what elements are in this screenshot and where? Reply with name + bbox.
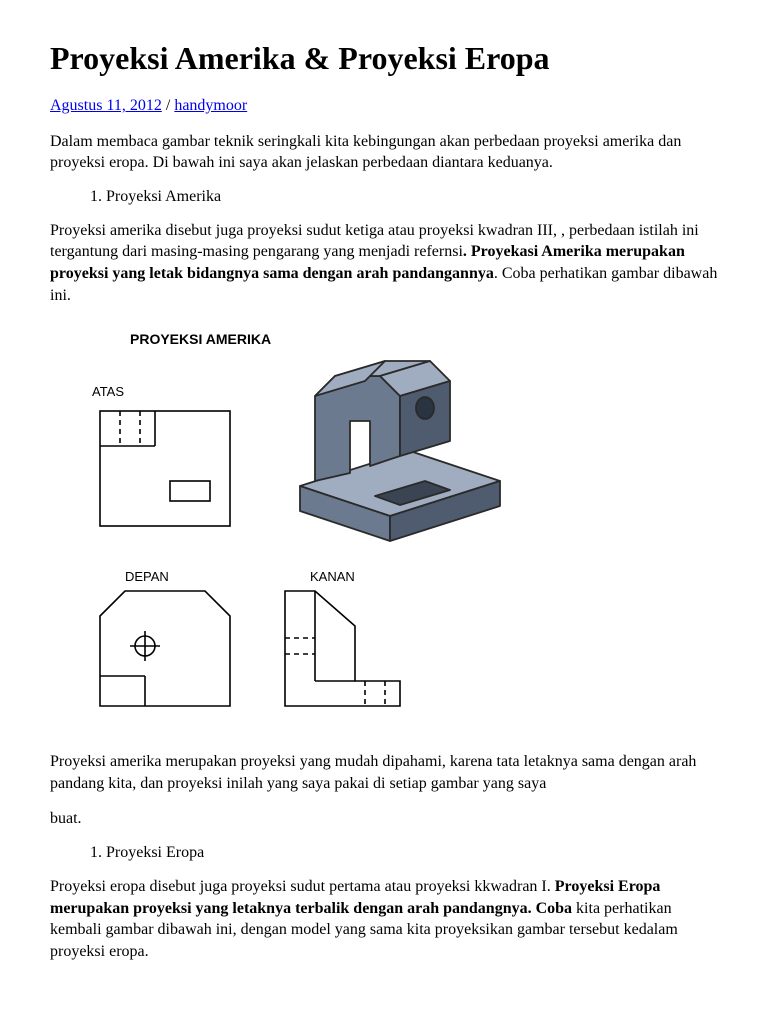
projection-diagram: PROYEKSI AMERIKA ATAS: [70, 326, 718, 731]
label-kanan: KANAN: [310, 569, 355, 584]
label-atas: ATAS: [92, 384, 124, 399]
isometric-view: [300, 361, 500, 541]
paragraph-4: Proyeksi eropa disebut juga proyeksi sud…: [50, 876, 718, 962]
paragraph-2: Proyeksi amerika disebut juga proyeksi s…: [50, 220, 718, 306]
paragraph-3: Proyeksi amerika merupakan proyeksi yang…: [50, 751, 718, 794]
author-link[interactable]: handymoor: [174, 97, 247, 114]
top-view: [100, 411, 230, 526]
list-2: Proyeksi Eropa: [50, 844, 718, 862]
para4-text-a: Proyeksi eropa disebut juga proyeksi sud…: [50, 878, 555, 895]
page-title: Proyeksi Amerika & Proyeksi Eropa: [50, 40, 718, 77]
diagram-title: PROYEKSI AMERIKA: [130, 331, 271, 347]
label-depan: DEPAN: [125, 569, 169, 584]
date-link[interactable]: Agustus 11, 2012: [50, 97, 162, 114]
meta-sep: /: [162, 97, 174, 114]
intro-paragraph: Dalam membaca gambar teknik seringkali k…: [50, 131, 718, 174]
right-view: [285, 591, 400, 706]
front-view: [100, 591, 230, 706]
diagram-svg: PROYEKSI AMERIKA ATAS: [70, 326, 570, 726]
post-meta: Agustus 11, 2012 / handymoor: [50, 95, 718, 117]
list-1: Proyeksi Amerika: [50, 188, 718, 206]
list-item: Proyeksi Eropa: [106, 844, 718, 862]
paragraph-3b: buat.: [50, 808, 718, 830]
list-item: Proyeksi Amerika: [106, 188, 718, 206]
